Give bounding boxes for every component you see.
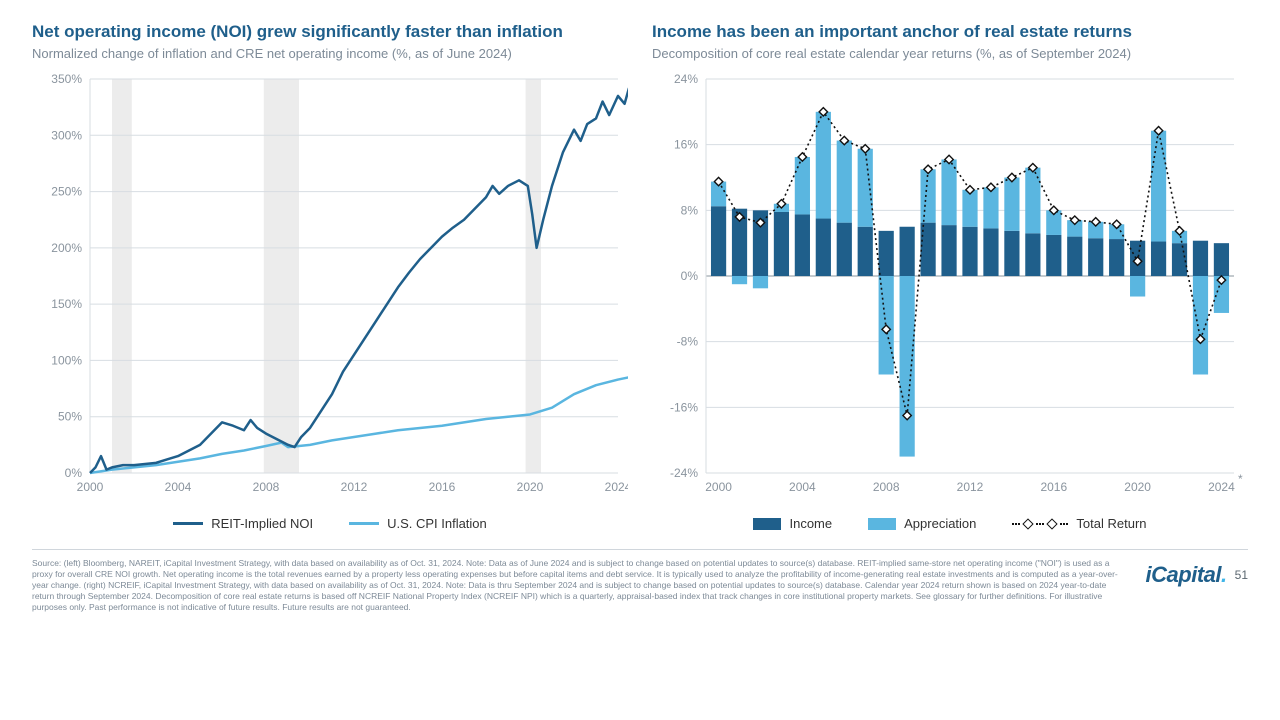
svg-text:2024: 2024	[605, 480, 628, 494]
right-title: Income has been an important anchor of r…	[652, 22, 1248, 42]
brand-name: iCapital.	[1146, 562, 1227, 588]
svg-text:2000: 2000	[705, 480, 732, 494]
svg-text:2020: 2020	[517, 480, 544, 494]
legend-total: Total Return	[1012, 516, 1146, 531]
svg-text:0%: 0%	[65, 466, 83, 480]
svg-text:*: *	[1238, 472, 1243, 486]
svg-text:2000: 2000	[77, 480, 104, 494]
legend-noi-line	[173, 522, 203, 525]
left-chart-svg: 0% 50% 100% 150% 200% 250% 300% 350% 2000 2004 200…	[32, 71, 628, 501]
svg-text:2008: 2008	[873, 480, 900, 494]
left-title: Net operating income (NOI) grew signific…	[32, 22, 628, 42]
svg-text:-16%: -16%	[670, 400, 698, 414]
left-panel: Net operating income (NOI) grew signific…	[32, 22, 628, 531]
legend-cpi: U.S. CPI Inflation	[349, 516, 487, 531]
svg-text:-24%: -24%	[670, 466, 698, 480]
svg-text:2020: 2020	[1124, 480, 1151, 494]
svg-text:-8%: -8%	[677, 335, 699, 349]
left-legend: REIT-Implied NOI U.S. CPI Inflation	[32, 516, 628, 531]
svg-text:2012: 2012	[957, 480, 984, 494]
right-chart-svg: -24% -16% -8% 0% 8% 16% 24% 2000 2004 2008 2012 201…	[652, 71, 1248, 501]
right-panel: Income has been an important anchor of r…	[652, 22, 1248, 531]
legend-income: Income	[753, 516, 832, 531]
brand: iCapital. 51	[1146, 558, 1248, 588]
page: Net operating income (NOI) grew signific…	[0, 0, 1280, 720]
svg-text:50%: 50%	[58, 410, 82, 424]
svg-text:0%: 0%	[681, 269, 699, 283]
legend-apprec: Appreciation	[868, 516, 976, 531]
svg-text:350%: 350%	[51, 72, 82, 86]
legend-income-label: Income	[789, 516, 832, 531]
svg-text:16%: 16%	[674, 138, 698, 152]
svg-text:150%: 150%	[51, 297, 82, 311]
svg-text:2008: 2008	[253, 480, 280, 494]
svg-text:250%: 250%	[51, 185, 82, 199]
legend-apprec-swatch	[868, 518, 896, 530]
footnote-text: Source: (left) Bloomberg, NAREIT, iCapit…	[32, 558, 1122, 613]
svg-text:2004: 2004	[165, 480, 192, 494]
legend-total-label: Total Return	[1076, 516, 1146, 531]
legend-noi: REIT-Implied NOI	[173, 516, 313, 531]
legend-cpi-label: U.S. CPI Inflation	[387, 516, 487, 531]
svg-text:2012: 2012	[341, 480, 368, 494]
svg-text:300%: 300%	[51, 128, 82, 142]
legend-noi-label: REIT-Implied NOI	[211, 516, 313, 531]
right-plot: -24% -16% -8% 0% 8% 16% 24% 2000 2004 2008 2012 201…	[652, 71, 1248, 506]
right-subtitle: Decomposition of core real estate calend…	[652, 46, 1248, 61]
legend-cpi-line	[349, 522, 379, 525]
charts-row: Net operating income (NOI) grew signific…	[32, 22, 1248, 531]
page-number: 51	[1235, 568, 1248, 582]
legend-income-swatch	[753, 518, 781, 530]
left-plot: 0% 50% 100% 150% 200% 250% 300% 350% 2000 2004 200…	[32, 71, 628, 506]
svg-text:2016: 2016	[1040, 480, 1067, 494]
svg-text:8%: 8%	[681, 203, 699, 217]
footer: Source: (left) Bloomberg, NAREIT, iCapit…	[32, 549, 1248, 613]
right-legend: Income Appreciation Total Return	[652, 516, 1248, 531]
svg-text:24%: 24%	[674, 72, 698, 86]
svg-text:200%: 200%	[51, 241, 82, 255]
legend-apprec-label: Appreciation	[904, 516, 976, 531]
svg-text:100%: 100%	[51, 353, 82, 367]
legend-total-marker	[1012, 520, 1068, 528]
svg-text:2024: 2024	[1208, 480, 1235, 494]
svg-text:2016: 2016	[429, 480, 456, 494]
svg-text:2004: 2004	[789, 480, 816, 494]
left-subtitle: Normalized change of inflation and CRE n…	[32, 46, 628, 61]
